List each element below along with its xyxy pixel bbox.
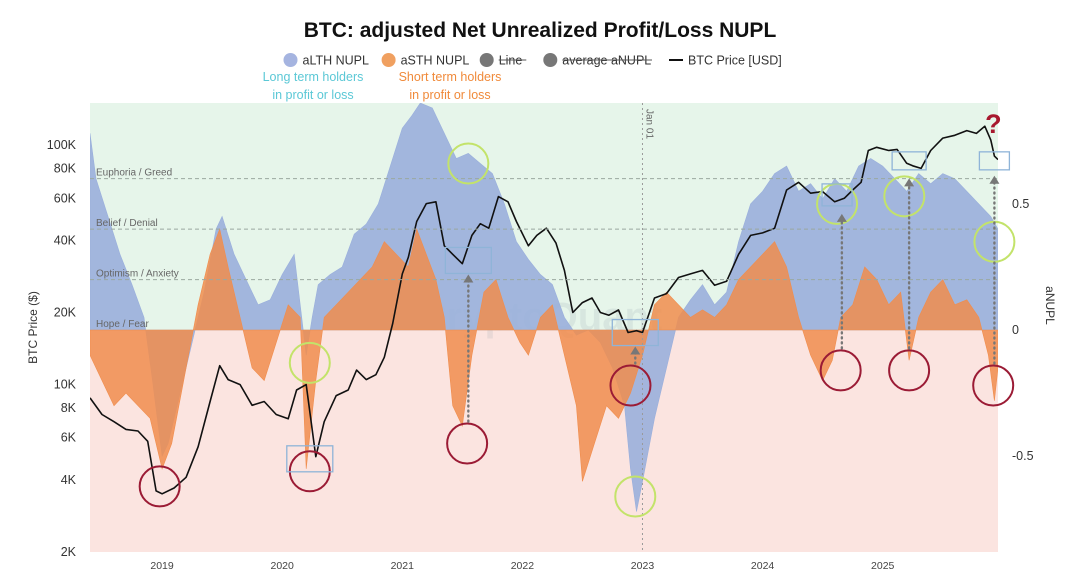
arrow-head	[630, 346, 641, 355]
price-box	[444, 246, 492, 275]
y-left-axis-label: BTC Price ($)	[26, 291, 40, 364]
series-alth-area	[90, 103, 998, 512]
lth-circle	[288, 341, 331, 384]
chart-axes: 2K 4K 6K 8K 10K 20K 40K 60K 80K 100K 0.5 0 -0.5 2019 2…	[26, 138, 1057, 572]
legend-swatch-dot	[543, 53, 558, 67]
price-box	[891, 151, 927, 171]
capitulation-circle	[138, 465, 181, 508]
y-right-tick-label: 0.5	[1012, 197, 1029, 211]
y-left-tick-label: 80K	[54, 161, 77, 175]
arrow-head	[904, 178, 915, 187]
chart-title: BTC: adjusted Net Unrealized Profit/Loss…	[304, 19, 777, 42]
zone-label: Belief / Denial	[96, 218, 158, 229]
y-left-tick-label: 100K	[47, 138, 77, 152]
series-asth-area	[90, 228, 998, 482]
loss-zone	[90, 330, 998, 552]
y-left-tick-label: 20K	[54, 306, 77, 320]
x-tick-label: 2021	[391, 560, 415, 572]
x-tick-label: 2025	[871, 560, 895, 572]
chart-legend: aLTH NUPL aSTH NUPL Line average aNUPL BTC P…	[283, 53, 782, 68]
x-tick-label: 2020	[270, 560, 294, 572]
legend-swatch-dot	[283, 53, 298, 67]
y-left-tick-label: 6K	[61, 431, 77, 445]
legend-item: Line	[479, 53, 527, 68]
legend-item: average aNUPL	[543, 53, 652, 68]
legend-note-line: Short term holders	[399, 70, 502, 84]
legend-note-line: in profit or loss	[409, 88, 490, 102]
lth-circle	[614, 475, 657, 518]
price-box	[286, 445, 334, 473]
jan-marker-label: Jan 01	[643, 109, 654, 139]
series-btc-price-line	[90, 125, 998, 495]
y-right-axis-label: aNUPL	[1043, 286, 1057, 325]
zone-label: Euphoria / Greed	[96, 168, 172, 179]
arrow-head	[836, 213, 847, 222]
price-box	[821, 183, 853, 207]
y-left-tick-label: 40K	[54, 233, 77, 247]
question-mark: ?	[985, 109, 1002, 139]
y-left-tick-label: 8K	[61, 401, 77, 415]
y-left-tick-label: 10K	[54, 378, 77, 392]
legend-note-line: in profit or loss	[272, 88, 353, 102]
y-left-tick-label: 2K	[61, 545, 77, 559]
legend-note-line: Long term holders	[263, 70, 364, 84]
legend-label: BTC Price [USD]	[688, 54, 782, 68]
price-box	[611, 318, 659, 347]
legend-item: aLTH NUPL	[283, 53, 370, 68]
y-right-tick-label: -0.5	[1012, 449, 1034, 463]
legend-swatch-dot	[381, 53, 396, 67]
price-box	[978, 151, 1011, 171]
lth-circle	[447, 142, 490, 185]
y-left-tick-label: 60K	[54, 191, 77, 205]
x-tick-label: 2023	[631, 560, 655, 572]
capitulation-circle	[888, 349, 931, 392]
capitulation-circle	[446, 422, 489, 465]
legend-swatch-dot	[479, 53, 494, 67]
x-tick-label: 2019	[150, 560, 174, 572]
plot-series	[90, 103, 998, 512]
capitulation-circle	[819, 349, 862, 392]
x-tick-label: 2022	[511, 560, 535, 572]
zone-label: Hope / Fear	[96, 319, 149, 330]
chart-annotations: Jan 01?	[138, 103, 1016, 552]
legend-item: aSTH NUPL	[381, 53, 470, 68]
y-left-tick-label: 4K	[61, 473, 77, 487]
arrow-head	[463, 274, 474, 283]
legend-label: aSTH NUPL	[401, 54, 470, 68]
legend-label: aLTH NUPL	[303, 54, 370, 68]
lth-circle	[883, 175, 926, 218]
legend-notes: Long term holders in profit or loss Short …	[263, 70, 502, 102]
capitulation-circle	[972, 364, 1015, 407]
arrow-head	[989, 175, 1000, 184]
legend-item: BTC Price [USD]	[669, 54, 782, 68]
capitulation-circle	[609, 364, 652, 407]
zone-label: Optimism / Anxiety	[96, 269, 179, 280]
y-right-tick-label: 0	[1012, 323, 1019, 337]
x-tick-label: 2024	[751, 560, 775, 572]
sentiment-zones: Euphoria / Greed Belief / Denial Optimism …	[90, 168, 998, 330]
